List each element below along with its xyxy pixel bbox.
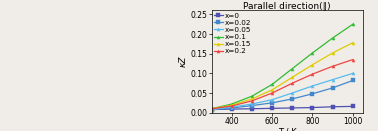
- x=0.1: [310, 52, 315, 54]
- Line: x=0.15: x=0.15: [210, 41, 354, 110]
- x=0.15: [330, 52, 335, 54]
- Line: x=0.02: x=0.02: [210, 79, 354, 111]
- x=0.1: [330, 37, 335, 39]
- x=0.15: [350, 42, 355, 43]
- Title: Parallel direction(∥): Parallel direction(∥): [243, 1, 331, 10]
- x=0.1: [270, 84, 274, 85]
- x=0.15: [290, 77, 294, 78]
- Legend: x=0, x=0.02, x=0.05, x=0.1, x=0.15, x=0.2: x=0, x=0.02, x=0.05, x=0.1, x=0.15, x=0.…: [213, 12, 251, 55]
- x=0.05: [330, 79, 335, 80]
- Line: x=0.1: x=0.1: [210, 23, 354, 110]
- Line: x=0: x=0: [210, 105, 354, 111]
- x=0.2: [330, 66, 335, 67]
- x=0.05: [229, 106, 234, 108]
- x=0.2: [229, 105, 234, 107]
- x=0.02: [250, 105, 254, 106]
- x=0: [330, 106, 335, 108]
- X-axis label: T / K: T / K: [278, 127, 297, 131]
- x=0.02: [330, 87, 335, 89]
- x=0.15: [229, 104, 234, 106]
- Line: x=0.2: x=0.2: [210, 58, 354, 110]
- x=0: [290, 107, 294, 109]
- x=0.2: [310, 73, 315, 75]
- x=0.1: [229, 103, 234, 105]
- x=0: [310, 107, 315, 108]
- x=0.2: [209, 108, 214, 110]
- x=0: [350, 106, 355, 107]
- x=0.02: [310, 93, 315, 95]
- x=0.15: [209, 108, 214, 110]
- Y-axis label: κZ: κZ: [179, 56, 188, 67]
- x=0.05: [350, 73, 355, 74]
- x=0: [270, 108, 274, 109]
- x=0.1: [209, 108, 214, 110]
- x=0.02: [209, 109, 214, 110]
- x=0.2: [250, 100, 254, 102]
- x=0.2: [350, 59, 355, 60]
- x=0.05: [310, 85, 315, 87]
- Line: x=0.05: x=0.05: [210, 72, 354, 111]
- x=0.05: [250, 103, 254, 105]
- x=0: [250, 108, 254, 110]
- x=0.05: [290, 92, 294, 94]
- x=0.15: [310, 64, 315, 66]
- x=0.15: [250, 98, 254, 100]
- x=0.02: [229, 107, 234, 109]
- x=0: [229, 108, 234, 110]
- x=0: [209, 109, 214, 110]
- x=0.15: [270, 89, 274, 91]
- x=0.2: [270, 92, 274, 94]
- x=0.05: [209, 109, 214, 110]
- x=0.02: [350, 80, 355, 81]
- x=0.1: [350, 23, 355, 25]
- x=0.2: [290, 82, 294, 84]
- x=0.1: [290, 68, 294, 69]
- x=0.02: [290, 98, 294, 100]
- x=0.05: [270, 99, 274, 100]
- x=0.02: [270, 102, 274, 104]
- x=0.1: [250, 95, 254, 97]
